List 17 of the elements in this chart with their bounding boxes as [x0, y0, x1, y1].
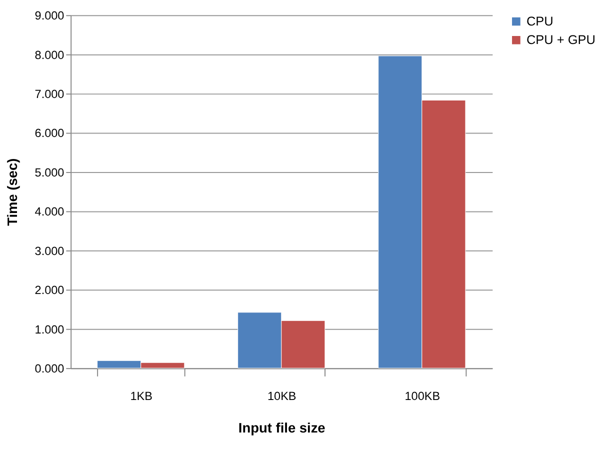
y-tick-label: 9.000 [34, 10, 65, 23]
x-tick-label: 10KB [267, 390, 296, 403]
y-tick-label: 6.000 [34, 127, 65, 140]
y-tick-label: 0.000 [34, 362, 65, 376]
legend-label: CPU + GPU [526, 32, 596, 48]
y-tick-label: 1.000 [34, 323, 65, 336]
y-axis-title: Time (sec) [5, 158, 20, 226]
x-tick-label: 1KB [130, 390, 153, 403]
y-tick-label: 5.000 [34, 166, 65, 180]
y-tick-label: 2.000 [34, 284, 65, 298]
y-tick-label: 8.000 [34, 48, 65, 62]
x-tick-label: 100KB [404, 390, 440, 403]
y-tick-label: 4.000 [34, 206, 65, 219]
legend-label: CPU [526, 13, 554, 28]
x-axis-title: Input file size [238, 420, 326, 436]
y-tick-label: 7.000 [34, 88, 65, 101]
y-tick-label: 3.000 [34, 244, 65, 258]
